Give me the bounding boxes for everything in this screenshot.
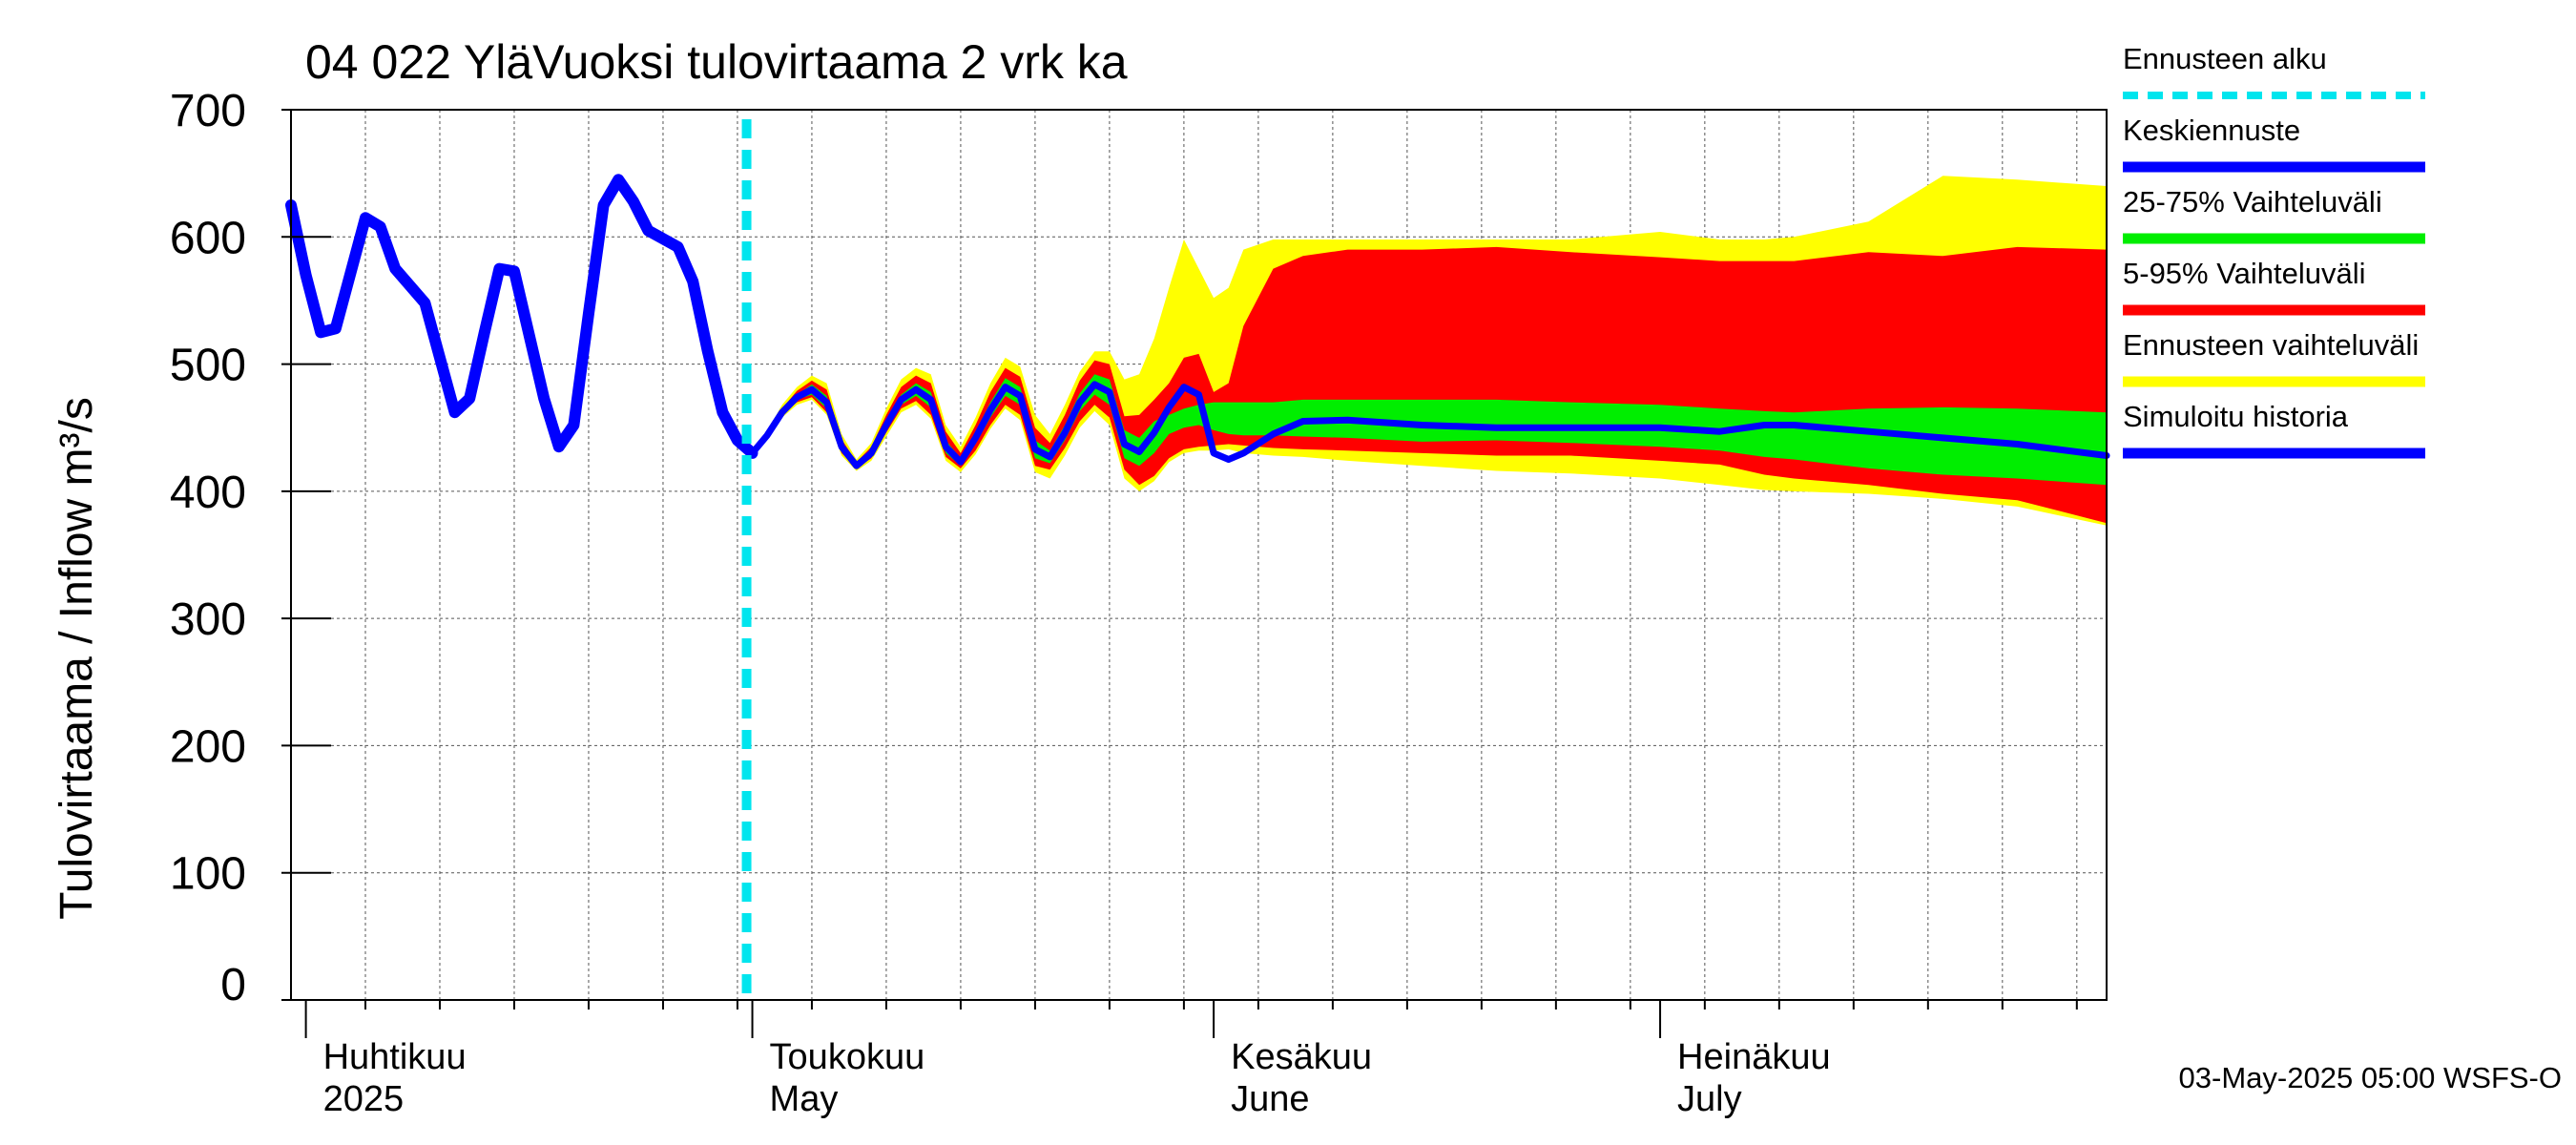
month-label-fi: Huhtikuu <box>323 1037 467 1077</box>
band-5-95 <box>752 246 2107 524</box>
y-tick-label: 300 <box>170 594 246 645</box>
legend: Ennusteen alku Keskiennuste 25-75% Vaihtel… <box>2123 42 2425 459</box>
month-label-fi: Toukokuu <box>770 1037 925 1077</box>
y-tick-label: 400 <box>170 468 246 518</box>
month-label-en: July <box>1677 1079 1742 1119</box>
month-label-fi: Heinäkuu <box>1677 1037 1831 1077</box>
legend-label: 25-75% Vaihteluväli <box>2123 185 2382 219</box>
y-tick-label: 200 <box>170 721 246 772</box>
y-tick-label: 500 <box>170 341 246 391</box>
month-label-fi: Kesäkuu <box>1231 1037 1372 1077</box>
forecast-areas <box>752 176 2107 526</box>
legend-label: Ennusteen vaihteluväli <box>2123 328 2419 362</box>
plot-frame <box>290 109 2108 1001</box>
y-tick-label: 600 <box>170 213 246 263</box>
legend-label: Keskiennuste <box>2123 114 2300 147</box>
y-tick-label: 700 <box>170 86 246 136</box>
legend-label: 5-95% Vaihteluväli <box>2123 257 2365 290</box>
history-line <box>285 174 758 459</box>
footer-timestamp: 03-May-2025 05:00 WSFS-O <box>2179 1061 2562 1094</box>
series-lines <box>285 119 2110 1000</box>
legend-label: Ennusteen alku <box>2123 42 2327 75</box>
month-label-en: 2025 <box>323 1079 405 1119</box>
month-label-en: May <box>770 1079 839 1119</box>
band-25-75 <box>752 374 2107 486</box>
month-label-en: June <box>1231 1079 1309 1119</box>
y-tick-label: 0 <box>220 960 246 1010</box>
chart-title: 04 022 YläVuoksi tulovirtaama 2 vrk ka <box>305 35 1128 89</box>
median-forecast-line <box>749 381 2110 469</box>
y-axis-label: Tulovirtaama / Inflow m³/s <box>52 397 102 920</box>
legend-label: Simuloitu historia <box>2123 400 2349 433</box>
y-tick-label: 100 <box>170 849 246 900</box>
